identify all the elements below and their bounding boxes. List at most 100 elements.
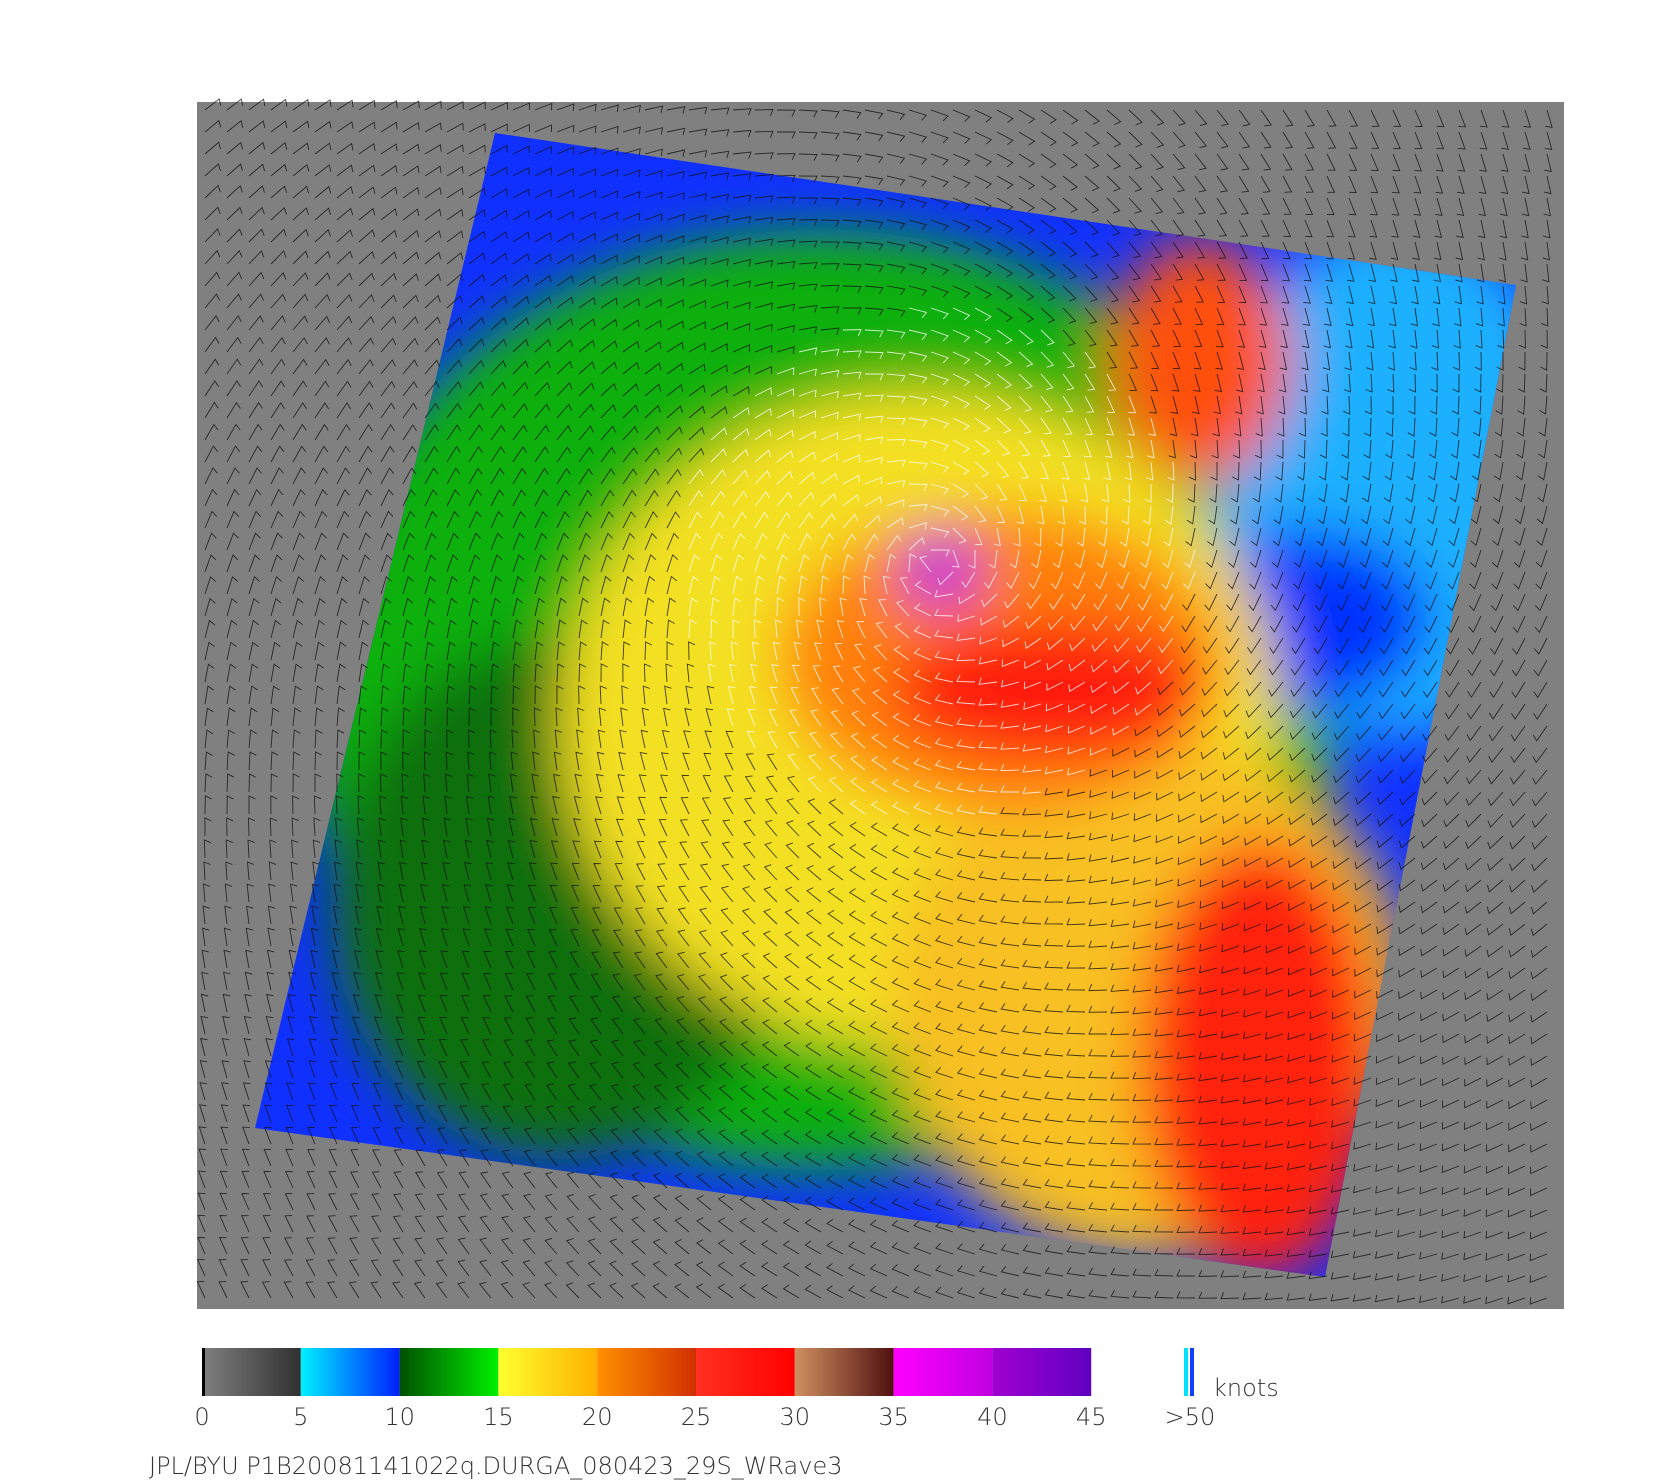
wind-barb [782, 1240, 800, 1255]
wind-barb [380, 467, 395, 485]
wind-barb [908, 461, 928, 470]
colorbar-end-a [1184, 1348, 1188, 1396]
wind-barb [348, 1281, 360, 1299]
wind-barb [1018, 109, 1036, 124]
wind-barb [952, 373, 971, 387]
wind-barb [1407, 417, 1416, 437]
wind-barb [820, 284, 840, 292]
wind-barb [1411, 263, 1420, 283]
wind-barb [1357, 659, 1372, 677]
wind-barb [1531, 791, 1548, 807]
wind-barb [595, 773, 604, 793]
wind-barb [978, 1024, 998, 1035]
wind-barb [1176, 1029, 1196, 1038]
wind-barb [1018, 461, 1029, 479]
wind-barb [600, 233, 618, 243]
wind-barb [956, 696, 976, 705]
wind-barb [270, 423, 285, 441]
wind-barb [700, 841, 712, 859]
wind-barb [666, 489, 681, 507]
wind-barb [1201, 703, 1218, 718]
wind-barb [1399, 747, 1416, 763]
wind-barb [588, 1172, 602, 1189]
wind-barb [1040, 197, 1057, 213]
wind-barb [957, 614, 976, 622]
wind-barb [859, 598, 867, 617]
wind-barb [424, 707, 433, 727]
wind-barb [1040, 373, 1054, 391]
wind-barb [292, 751, 301, 771]
wind-barb [766, 753, 778, 771]
wind-barb [1330, 1207, 1350, 1215]
wind-barb [952, 329, 971, 343]
wind-barb [1422, 703, 1438, 720]
wind-barb [613, 929, 624, 947]
wind-barb [1325, 263, 1334, 282]
wind-barb [512, 360, 529, 375]
wind-barb [934, 803, 954, 815]
wind-barb [241, 1148, 250, 1167]
wind-barb [820, 109, 840, 119]
wind-barb [848, 1042, 866, 1057]
wind-barb [930, 439, 949, 452]
wind-barb [314, 773, 322, 792]
wind-barb [1222, 857, 1240, 867]
wind-barb [798, 389, 817, 398]
wind-barb [993, 527, 1001, 547]
wind-barb [465, 795, 474, 815]
wind-barb [1308, 1271, 1328, 1280]
wind-barb [1435, 197, 1443, 216]
wind-barb [439, 972, 448, 991]
wind-barb [1441, 1187, 1460, 1195]
wind-barb [380, 251, 397, 265]
wind-barb [742, 886, 756, 903]
wind-barb [622, 212, 641, 221]
wind-barb [486, 817, 495, 837]
wind-barb [1376, 923, 1394, 935]
wind-barb [934, 956, 954, 969]
wind-barb [908, 503, 928, 512]
wind-barb [468, 707, 476, 727]
wind-barb [1238, 131, 1251, 149]
wind-barb [1044, 1201, 1064, 1211]
wind-barb [507, 840, 516, 859]
wind-barb [1154, 1116, 1174, 1124]
wind-barb [622, 255, 640, 265]
wind-barb [289, 927, 297, 947]
wind-barb [798, 283, 818, 291]
wind-barb [484, 906, 493, 925]
wind-barb [653, 1128, 668, 1145]
wind-barb [653, 1172, 668, 1189]
wind-barb [444, 795, 452, 815]
wind-barb [422, 795, 430, 815]
wind-barb [490, 467, 505, 485]
wind-barb [1084, 373, 1096, 391]
wind-barb [1243, 966, 1262, 975]
wind-barb [892, 734, 910, 749]
wind-barb [1398, 857, 1416, 870]
wind-barb [375, 928, 384, 947]
wind-barb [1244, 813, 1262, 825]
wind-barb [1419, 1251, 1438, 1260]
wind-barb [400, 795, 409, 815]
wind-barb [534, 145, 552, 155]
wind-barb [468, 187, 486, 199]
wind-barb [1265, 945, 1284, 954]
wind-barb [468, 467, 483, 485]
wind-barb [248, 423, 263, 441]
wind-barb [680, 797, 690, 815]
wind-barb [776, 470, 793, 485]
wind-barb [306, 1215, 316, 1233]
wind-barb [556, 663, 565, 683]
wind-barb [490, 123, 508, 133]
wind-barb [402, 489, 416, 507]
wind-barb [1088, 1136, 1108, 1145]
wind-barb [935, 1022, 954, 1035]
wind-barb [1403, 571, 1416, 590]
wind-barb [1000, 981, 1020, 991]
wind-barb [1330, 1272, 1350, 1280]
wind-barb [490, 641, 500, 661]
wind-barb [457, 1281, 470, 1299]
wind-barb [1354, 879, 1372, 891]
wind-barb [292, 575, 304, 595]
